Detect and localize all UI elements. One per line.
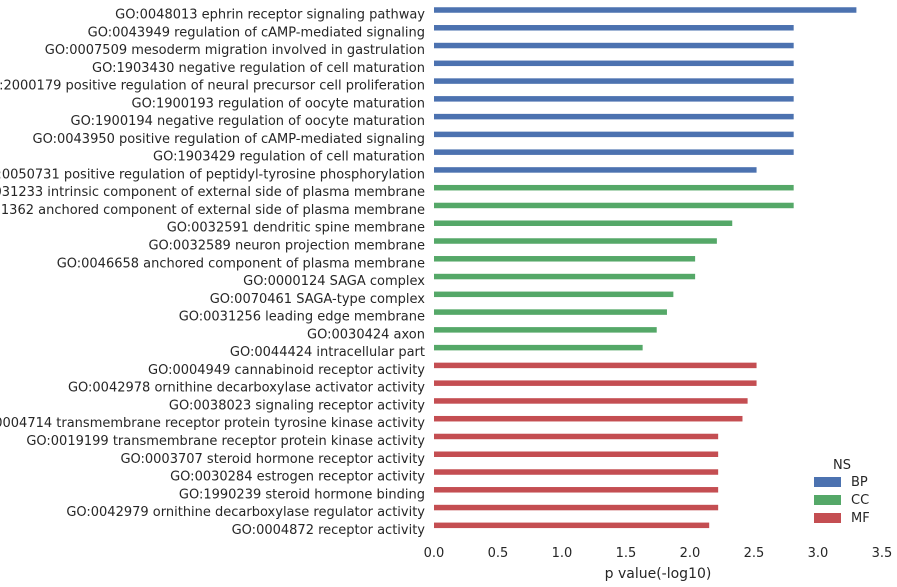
bar-bp	[434, 96, 794, 102]
bar-mf	[434, 415, 743, 422]
category-labels: GO:0048013 ephrin receptor signaling pat…	[0, 8, 425, 538]
category-label: GO:1900194 negative regulation of oocyte…	[71, 114, 425, 129]
legend-label-cc: CC	[851, 493, 869, 508]
bar-cc	[434, 327, 657, 333]
bar-bp	[434, 167, 757, 173]
legend-swatch-bp	[814, 477, 841, 487]
bar-bp	[434, 60, 794, 67]
x-tick-label: 0.0	[424, 546, 445, 561]
bar-cc	[434, 238, 717, 244]
category-label: GO:0043950 positive regulation of cAMP-m…	[33, 132, 425, 147]
bar-cc	[434, 220, 733, 226]
x-tick-label: 3.5	[872, 546, 893, 561]
x-axis-ticks: 0.0 0.5 1.0 1.5 2.0 2.5 3.0 3.5	[424, 546, 893, 561]
x-tick-label: 1.5	[616, 546, 637, 561]
category-label: GO:0032589 neuron projection membrane	[148, 239, 425, 254]
x-tick-label: 2.5	[744, 546, 765, 561]
x-tick-label: 2.0	[680, 546, 701, 561]
category-label: GO:0003707 steroid hormone receptor acti…	[120, 452, 425, 467]
x-tick-label: 1.0	[552, 546, 573, 561]
bar-mf	[434, 362, 757, 369]
bar-bp	[434, 113, 794, 120]
bar-mf	[434, 469, 719, 475]
x-tick-label: 0.5	[488, 546, 509, 561]
category-label: GO:0004949 cannabinoid receptor activity	[148, 363, 425, 378]
category-label: GO:0007509 mesoderm migration involved i…	[45, 43, 425, 58]
bar-bp	[434, 78, 794, 84]
bar-cc	[434, 256, 696, 262]
category-label: GO:0043949 regulation of cAMP-mediated s…	[88, 25, 425, 40]
category-label: GO:0032591 dendritic spine membrane	[167, 221, 425, 236]
category-label: GO:0031256 leading edge membrane	[179, 310, 425, 325]
category-label: GO:0038023 signaling receptor activity	[169, 398, 425, 413]
category-label: GO:0042978 ornithine decarboxylase activ…	[68, 381, 425, 396]
bar-mf	[434, 398, 748, 404]
category-label: GO:0050731 positive regulation of peptid…	[0, 167, 425, 182]
category-label: GO:2000179 positive regulation of neural…	[0, 79, 425, 94]
x-tick-label: 3.0	[808, 546, 829, 561]
category-label: GO:0030424 axon	[307, 327, 425, 342]
legend-label-mf: MF	[851, 511, 870, 526]
bar-group	[434, 7, 857, 529]
bar-cc	[434, 309, 667, 315]
bar-bp	[434, 7, 857, 13]
bar-mf	[434, 433, 719, 440]
bar-bp	[434, 25, 794, 31]
category-label: GO:0030284 estrogen receptor activity	[170, 470, 425, 485]
category-label: GO:0031233 intrinsic component of extern…	[0, 185, 425, 200]
category-label: GO:0070461 SAGA-type complex	[210, 292, 426, 307]
bar-bp	[434, 42, 794, 49]
bar-mf	[434, 380, 757, 386]
category-label: GO:0042979 ornithine decarboxylase regul…	[66, 505, 425, 520]
category-label: GO:0000124 SAGA complex	[243, 274, 425, 289]
legend-swatch-cc	[814, 495, 841, 505]
bar-cc	[434, 291, 674, 298]
bar-cc	[434, 273, 696, 280]
category-label: GO:1900193 regulation of oocyte maturati…	[132, 96, 425, 111]
category-label: GO:1990239 steroid hormone binding	[179, 487, 425, 502]
legend: NS BP CC MF	[814, 458, 870, 526]
category-label: GO:0004872 receptor activity	[232, 523, 426, 538]
legend-title: NS	[833, 458, 851, 473]
category-label: GO:0019199 transmembrane receptor protei…	[26, 434, 425, 449]
bar-mf	[434, 522, 710, 529]
category-label: GO:1903429 regulation of cell maturation	[153, 150, 425, 165]
bar-mf	[434, 487, 719, 493]
bar-cc	[434, 344, 643, 351]
bar-mf	[434, 451, 719, 457]
bar-bp	[434, 131, 794, 138]
category-label: GO:0031362 anchored component of externa…	[0, 203, 425, 218]
category-label: GO:1903430 negative regulation of cell m…	[92, 61, 425, 76]
legend-swatch-mf	[814, 513, 841, 523]
category-label: GO:0046658 anchored component of plasma …	[57, 256, 425, 271]
bar-cc	[434, 184, 794, 191]
bar-mf	[434, 504, 719, 511]
category-label: GO:0048013 ephrin receptor signaling pat…	[115, 8, 425, 23]
bar-bp	[434, 149, 794, 155]
legend-label-bp: BP	[851, 475, 868, 490]
bar-cc	[434, 202, 794, 209]
category-label: GO:0004714 transmembrane receptor protei…	[0, 416, 425, 431]
x-axis-label: p value(-log10)	[605, 566, 712, 582]
category-label: GO:0044424 intracellular part	[230, 345, 425, 360]
